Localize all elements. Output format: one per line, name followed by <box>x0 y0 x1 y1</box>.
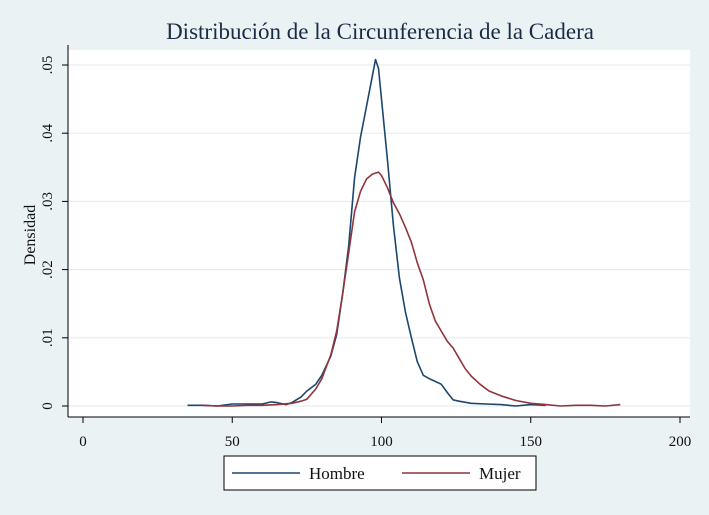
y-tick-label: .01 <box>40 328 56 347</box>
y-tick-label: .02 <box>40 260 56 279</box>
series-line-hombre <box>187 58 546 407</box>
y-axis-title: Densidad <box>22 205 39 265</box>
legend: Hombre Mujer <box>223 455 537 491</box>
legend-label-mujer: Mujer <box>479 464 521 483</box>
gridlines <box>68 64 690 407</box>
y-tick-label: .05 <box>40 56 56 75</box>
plot-area <box>68 50 690 417</box>
series-layer <box>187 58 621 407</box>
y-tick-label: .04 <box>40 123 56 142</box>
x-tick-label: 150 <box>520 434 543 450</box>
series-line-mujer <box>202 171 621 407</box>
x-tick-label: 50 <box>225 434 240 450</box>
legend-label-hombre: Hombre <box>309 464 365 483</box>
y-tick-label: .03 <box>40 192 56 211</box>
x-tick-label: 200 <box>669 434 692 450</box>
x-tick-label: 100 <box>370 434 393 450</box>
chart-title: Distribución de la Circunferencia de la … <box>166 19 594 44</box>
axes-layer: 0 .01 .02 .03 .04 .05 0 50 100 150 200 <box>40 45 691 450</box>
x-tick-label: 0 <box>79 434 87 450</box>
y-tick-label: 0 <box>40 402 56 410</box>
